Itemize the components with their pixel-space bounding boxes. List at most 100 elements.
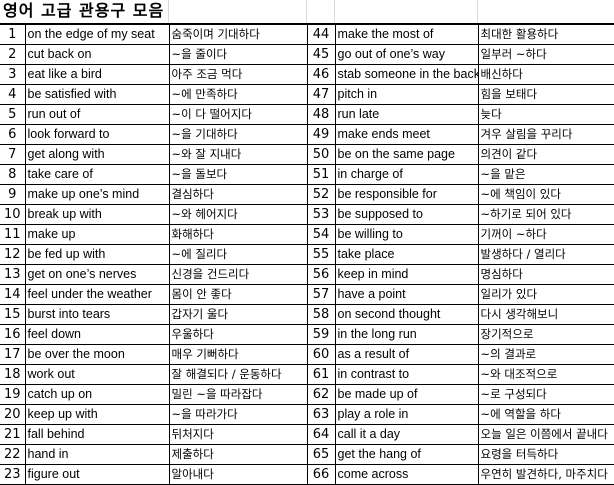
idiom-meaning[interactable]: 발생하다 / 열리다 (477, 244, 614, 265)
idiom-phrase[interactable]: pitch in (334, 84, 479, 105)
idiom-meaning[interactable]: 숨죽이며 기대하다 (168, 24, 308, 45)
idiom-meaning[interactable]: 요령을 터득하다 (477, 444, 614, 465)
idiom-meaning[interactable]: ~에 만족하다 (168, 84, 308, 105)
idiom-meaning[interactable]: 기꺼이 ~하다 (477, 224, 614, 245)
idiom-phrase[interactable]: work out (24, 364, 170, 385)
idiom-number[interactable]: 10 (0, 204, 26, 225)
idiom-number[interactable]: 60 (306, 344, 336, 365)
idiom-number[interactable]: 46 (306, 64, 336, 85)
idiom-phrase[interactable]: make ends meet (334, 124, 479, 145)
idiom-number[interactable]: 47 (306, 84, 336, 105)
idiom-meaning[interactable]: 잘 해결되다 / 운동하다 (168, 364, 308, 385)
idiom-phrase[interactable]: get along with (24, 144, 170, 165)
idiom-number[interactable]: 58 (306, 304, 336, 325)
idiom-meaning[interactable]: ~와 헤어지다 (168, 204, 308, 225)
idiom-meaning[interactable]: ~와 잘 지내다 (168, 144, 308, 165)
idiom-number[interactable]: 53 (306, 204, 336, 225)
idiom-meaning[interactable]: ~을 맡은 (477, 164, 614, 185)
idiom-number[interactable]: 44 (306, 24, 336, 45)
idiom-meaning[interactable]: ~와 대조적으로 (477, 364, 614, 385)
idiom-number[interactable]: 14 (0, 284, 26, 305)
idiom-phrase[interactable]: get the hang of (334, 444, 479, 465)
idiom-meaning[interactable]: ~에 책임이 있다 (477, 184, 614, 205)
idiom-number[interactable]: 12 (0, 244, 26, 265)
idiom-meaning[interactable]: 밀린 ~을 따라잡다 (168, 384, 308, 405)
idiom-phrase[interactable]: figure out (24, 464, 170, 485)
idiom-meaning[interactable]: 배신하다 (477, 64, 614, 85)
idiom-phrase[interactable]: make up one’s mind (24, 184, 170, 205)
idiom-meaning[interactable]: ~을 돌보다 (168, 164, 308, 185)
idiom-meaning[interactable]: 신경을 건드리다 (168, 264, 308, 285)
idiom-meaning[interactable]: ~로 구성되다 (477, 384, 614, 405)
idiom-number[interactable]: 45 (306, 44, 336, 65)
idiom-phrase[interactable]: run late (334, 104, 479, 125)
idiom-meaning[interactable]: ~을 기대하다 (168, 124, 308, 145)
idiom-meaning[interactable]: 일리가 있다 (477, 284, 614, 305)
idiom-phrase[interactable]: cut back on (24, 44, 170, 65)
idiom-phrase[interactable]: feel down (24, 324, 170, 345)
idiom-number[interactable]: 59 (306, 324, 336, 345)
idiom-meaning[interactable]: 제출하다 (168, 444, 308, 465)
idiom-number[interactable]: 20 (0, 404, 26, 425)
idiom-meaning[interactable]: ~에 역할을 하다 (477, 404, 614, 425)
idiom-number[interactable]: 55 (306, 244, 336, 265)
idiom-phrase[interactable]: in contrast to (334, 364, 479, 385)
idiom-number[interactable]: 6 (0, 124, 26, 145)
idiom-number[interactable]: 52 (306, 184, 336, 205)
idiom-meaning[interactable]: ~의 결과로 (477, 344, 614, 365)
idiom-phrase[interactable]: keep in mind (334, 264, 479, 285)
idiom-phrase[interactable]: take care of (24, 164, 170, 185)
idiom-phrase[interactable]: fall behind (24, 424, 170, 445)
idiom-phrase[interactable]: be responsible for (334, 184, 479, 205)
idiom-number[interactable]: 65 (306, 444, 336, 465)
idiom-number[interactable]: 22 (0, 444, 26, 465)
idiom-phrase[interactable]: make the most of (334, 24, 479, 45)
idiom-number[interactable]: 7 (0, 144, 26, 165)
idiom-number[interactable]: 15 (0, 304, 26, 325)
idiom-phrase[interactable]: as a result of (334, 344, 479, 365)
idiom-number[interactable]: 23 (0, 464, 26, 485)
idiom-number[interactable]: 13 (0, 264, 26, 285)
idiom-meaning[interactable]: ~을 따라가다 (168, 404, 308, 425)
idiom-number[interactable]: 11 (0, 224, 26, 245)
idiom-number[interactable]: 63 (306, 404, 336, 425)
idiom-phrase[interactable]: hand in (24, 444, 170, 465)
idiom-meaning[interactable]: 명심하다 (477, 264, 614, 285)
idiom-number[interactable]: 17 (0, 344, 26, 365)
idiom-meaning[interactable]: 매우 기뻐하다 (168, 344, 308, 365)
idiom-number[interactable]: 51 (306, 164, 336, 185)
idiom-number[interactable]: 54 (306, 224, 336, 245)
idiom-meaning[interactable]: 몸이 안 좋다 (168, 284, 308, 305)
idiom-phrase[interactable]: take place (334, 244, 479, 265)
idiom-number[interactable]: 8 (0, 164, 26, 185)
idiom-phrase[interactable]: be fed up with (24, 244, 170, 265)
idiom-number[interactable]: 56 (306, 264, 336, 285)
idiom-phrase[interactable]: break up with (24, 204, 170, 225)
idiom-phrase[interactable]: on the edge of my seat (24, 24, 170, 45)
idiom-number[interactable]: 66 (306, 464, 336, 485)
idiom-phrase[interactable]: look forward to (24, 124, 170, 145)
idiom-phrase[interactable]: keep up with (24, 404, 170, 425)
idiom-meaning[interactable]: 알아내다 (168, 464, 308, 485)
idiom-meaning[interactable]: 의견이 같다 (477, 144, 614, 165)
idiom-meaning[interactable]: 화해하다 (168, 224, 308, 245)
idiom-meaning[interactable]: 뒤처지다 (168, 424, 308, 445)
idiom-meaning[interactable]: 장기적으로 (477, 324, 614, 345)
idiom-phrase[interactable]: feel under the weather (24, 284, 170, 305)
idiom-number[interactable]: 61 (306, 364, 336, 385)
idiom-number[interactable]: 57 (306, 284, 336, 305)
idiom-meaning[interactable]: ~하기로 되어 있다 (477, 204, 614, 225)
idiom-number[interactable]: 1 (0, 24, 26, 45)
idiom-phrase[interactable]: have a point (334, 284, 479, 305)
idiom-number[interactable]: 50 (306, 144, 336, 165)
idiom-meaning[interactable]: 결심하다 (168, 184, 308, 205)
idiom-phrase[interactable]: make up (24, 224, 170, 245)
idiom-meaning[interactable]: 갑자기 울다 (168, 304, 308, 325)
idiom-meaning[interactable]: ~에 질리다 (168, 244, 308, 265)
idiom-meaning[interactable]: ~이 다 떨어지다 (168, 104, 308, 125)
idiom-number[interactable]: 16 (0, 324, 26, 345)
idiom-phrase[interactable]: run out of (24, 104, 170, 125)
idiom-meaning[interactable]: 아주 조금 먹다 (168, 64, 308, 85)
idiom-number[interactable]: 19 (0, 384, 26, 405)
idiom-phrase[interactable]: get on one’s nerves (24, 264, 170, 285)
